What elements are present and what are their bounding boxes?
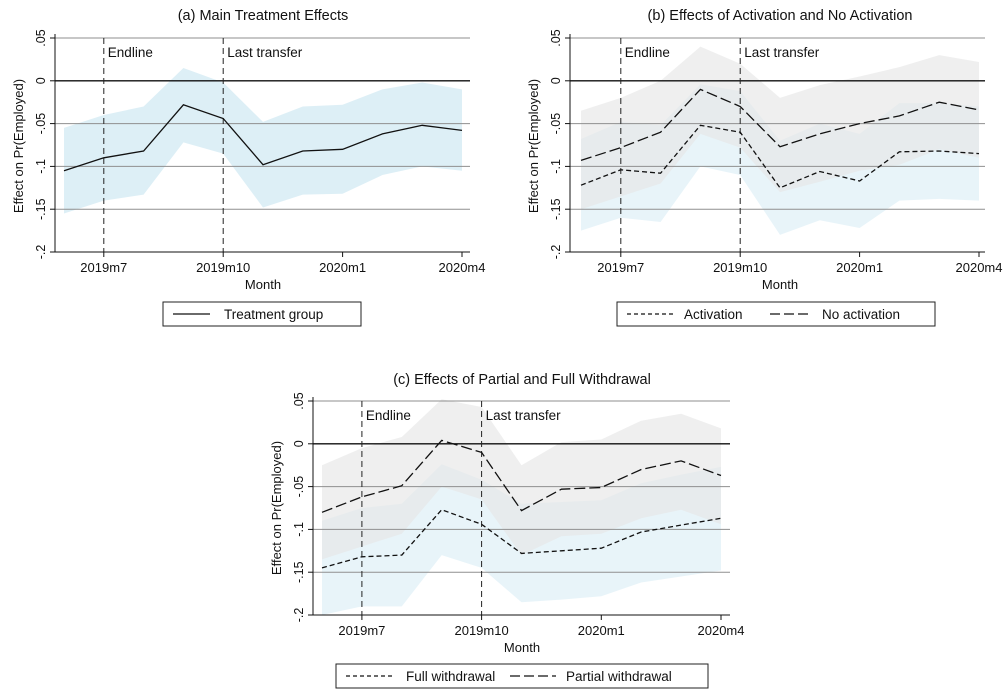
panel-b-ylabel: Effect on Pr(Employed)	[526, 79, 541, 213]
panel-b-title: (b) Effects of Activation and No Activat…	[648, 8, 913, 24]
y-tick-label: 0	[549, 77, 563, 84]
annotation-label-endline: Endline	[625, 45, 670, 60]
series-line-activation	[580, 124, 980, 189]
x-tick-label: 2020m1	[319, 260, 366, 275]
panel-a-title: (a) Main Treatment Effects	[178, 8, 349, 24]
x-tick-label: 2019m10	[196, 260, 250, 275]
annotation-label-endline: Endline	[108, 45, 153, 60]
ci-band-no-activation	[581, 46, 979, 210]
panel-c-legend-box	[335, 663, 709, 689]
x-tick-label: 2019m10	[713, 260, 767, 275]
panel-b-xlabel: Month	[762, 277, 798, 292]
y-tick-label: -.1	[292, 522, 306, 537]
y-tick-label: 0	[292, 440, 306, 447]
ci-band-partial-withdrawal	[322, 399, 721, 560]
panel-a-plot: .05 0 -.05 -.1 -.15 -.2 Endline Last transfer 20…	[34, 29, 485, 275]
y-tick-label: .05	[34, 29, 48, 46]
x-tick-label: 2020m4	[956, 260, 1003, 275]
legend-label-partial-withdrawal: Partial withdrawal	[566, 669, 672, 684]
y-tick-label: -.15	[34, 198, 48, 220]
legend-label-no-activation: No activation	[822, 307, 900, 322]
y-tick-label: -.1	[34, 159, 48, 174]
panel-a: (a) Main Treatment Effects .05 0 -.05 -.1 -.…	[11, 8, 485, 327]
y-tick-label: -.2	[34, 245, 48, 260]
annotation-label-last-transfer: Last transfer	[486, 408, 562, 423]
panel-c-plot: .05 0 -.05 -.1 -.15 -.2 Endline Last transfer 20…	[292, 392, 744, 638]
y-tick-label: -.05	[549, 113, 563, 135]
legend-label-treatment-group: Treatment group	[224, 307, 323, 322]
panel-b-plot: .05 0 -.05 -.1 -.15 -.2 Endline Last transfer 20…	[549, 29, 1002, 275]
x-tick-label: 2020m1	[578, 623, 625, 638]
y-tick-label: -.05	[34, 113, 48, 135]
x-tick-label: 2020m1	[836, 260, 883, 275]
panel-c: (c) Effects of Partial and Full Withdraw…	[269, 372, 744, 689]
series-line-full-withdrawal	[321, 508, 722, 569]
y-tick-label: -.2	[292, 608, 306, 623]
y-tick-label: -.05	[292, 476, 306, 498]
y-tick-label: -.15	[549, 198, 563, 220]
series-line-partial-withdrawal	[321, 439, 722, 513]
y-tick-label: .05	[549, 29, 563, 46]
annotation-label-last-transfer: Last transfer	[227, 45, 303, 60]
x-tick-label: 2019m10	[454, 623, 508, 638]
panel-a-ylabel: Effect on Pr(Employed)	[11, 79, 26, 213]
panel-c-xlabel: Month	[504, 640, 540, 655]
panel-a-xlabel: Month	[245, 277, 281, 292]
y-tick-label: -.1	[549, 159, 563, 174]
y-tick-label: 0	[34, 77, 48, 84]
y-tick-label: -.15	[292, 561, 306, 583]
x-tick-label: 2019m7	[80, 260, 127, 275]
annotation-label-last-transfer: Last transfer	[744, 45, 820, 60]
x-tick-label: 2019m7	[597, 260, 644, 275]
legend-label-activation: Activation	[684, 307, 743, 322]
x-tick-label: 2019m7	[338, 623, 385, 638]
ci-band-treatment-group	[64, 68, 462, 214]
panel-b: (b) Effects of Activation and No Activat…	[526, 8, 1002, 327]
panel-c-ylabel: Effect on Pr(Employed)	[269, 441, 284, 575]
series-line-no-activation	[580, 88, 980, 162]
y-tick-label: -.2	[549, 245, 563, 260]
series-line-treatment-group	[63, 104, 463, 172]
annotation-label-endline: Endline	[366, 408, 411, 423]
panel-c-title: (c) Effects of Partial and Full Withdraw…	[393, 372, 651, 388]
x-tick-label: 2020m4	[439, 260, 486, 275]
x-tick-label: 2020m4	[698, 623, 745, 638]
y-tick-label: .05	[292, 392, 306, 409]
legend-label-full-withdrawal: Full withdrawal	[406, 669, 495, 684]
